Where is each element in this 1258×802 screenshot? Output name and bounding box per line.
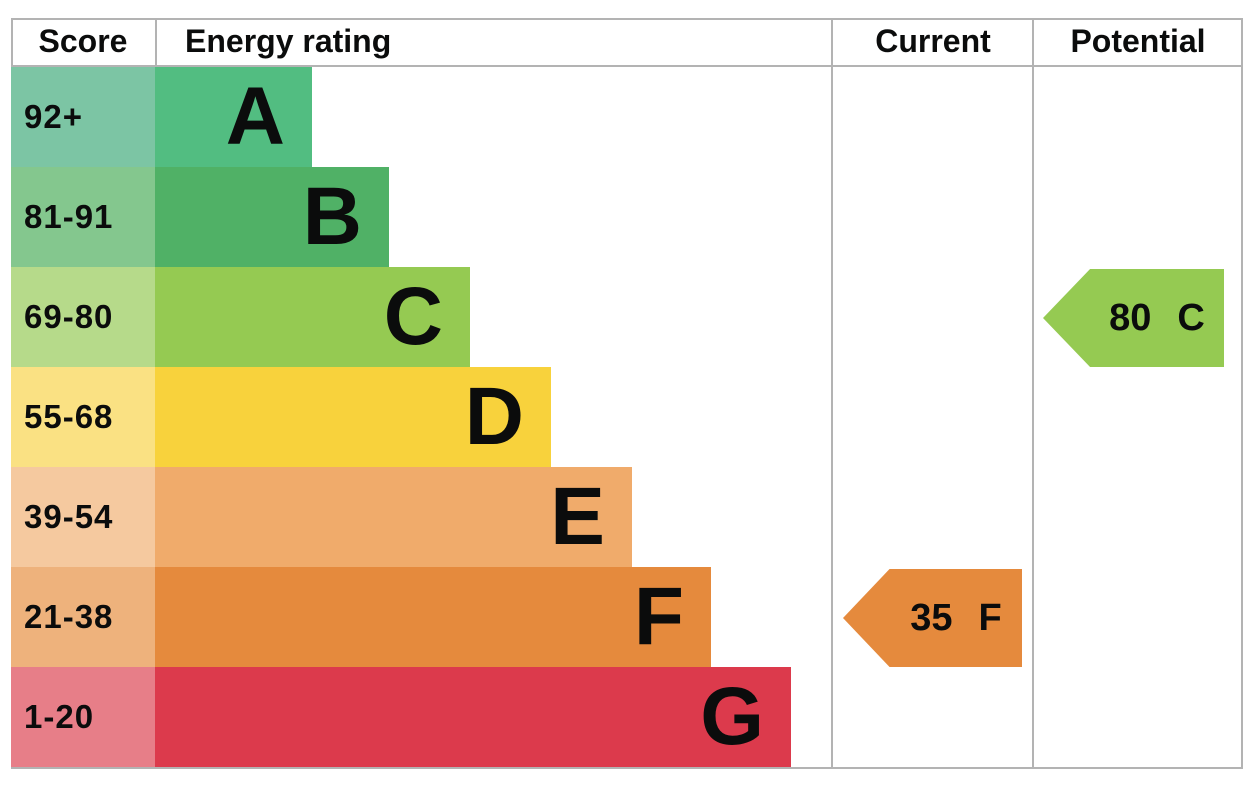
band-d-bar: D — [155, 367, 551, 467]
band-e-bar: E — [155, 467, 632, 567]
band-row-b: 81-91 B — [11, 167, 1243, 267]
band-rows: 92+ A 81-91 B 69-80 C 55-68 D 39-54 E 21… — [11, 67, 1243, 767]
header-energy-rating: Energy rating — [185, 23, 392, 59]
header-potential: Potential — [1070, 23, 1206, 59]
band-d-score: 55-68 — [11, 367, 155, 467]
header-left-border — [11, 18, 13, 67]
band-f-score: 21-38 — [11, 567, 155, 667]
band-g-score: 1-20 — [11, 667, 155, 767]
current-rating-value: 35 — [910, 596, 953, 639]
current-rating-band: F — [978, 596, 1002, 639]
table-right-border — [1241, 18, 1243, 769]
score-column-border — [155, 18, 157, 67]
band-row-c: 69-80 C — [11, 267, 1243, 367]
band-row-g: 1-20 G — [11, 667, 1243, 767]
potential-rating-value: 80 — [1109, 296, 1152, 339]
band-a-bar: A — [155, 67, 312, 167]
band-c-bar: C — [155, 267, 470, 367]
potential-rating-band: C — [1177, 296, 1205, 339]
band-a-score: 92+ — [11, 67, 155, 167]
current-column-right-border — [1032, 18, 1034, 769]
band-c-score: 69-80 — [11, 267, 155, 367]
band-row-e: 39-54 E — [11, 467, 1243, 567]
epc-table: Score Energy rating Current Potential 92… — [11, 18, 1243, 769]
header-current: Current — [875, 23, 991, 59]
band-f-bar: F — [155, 567, 711, 667]
band-row-d: 55-68 D — [11, 367, 1243, 467]
band-b-bar: B — [155, 167, 389, 267]
table-bottom-border — [11, 767, 1243, 769]
header-score: Score — [38, 23, 128, 59]
table-top-border — [11, 18, 1243, 20]
band-row-a: 92+ A — [11, 67, 1243, 167]
header-bottom-border — [11, 65, 1243, 67]
band-g-bar: G — [155, 667, 791, 767]
current-column-left-border — [831, 18, 833, 769]
band-row-f: 21-38 F — [11, 567, 1243, 667]
band-b-score: 81-91 — [11, 167, 155, 267]
band-e-score: 39-54 — [11, 467, 155, 567]
header-row: Score Energy rating Current Potential — [11, 18, 1243, 65]
